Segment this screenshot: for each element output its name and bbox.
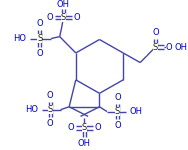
Text: S: S bbox=[82, 123, 87, 132]
Text: O: O bbox=[36, 49, 43, 58]
Text: O: O bbox=[67, 123, 74, 132]
Text: S: S bbox=[48, 105, 53, 114]
Text: O: O bbox=[46, 13, 53, 22]
Text: O: O bbox=[114, 93, 121, 102]
Text: OH: OH bbox=[78, 140, 91, 148]
Text: O: O bbox=[36, 19, 43, 28]
Text: O: O bbox=[166, 43, 172, 52]
Text: O: O bbox=[47, 91, 54, 100]
Text: O: O bbox=[114, 121, 121, 130]
Text: HO: HO bbox=[25, 105, 38, 114]
Text: O: O bbox=[95, 123, 101, 132]
Text: S: S bbox=[153, 43, 158, 52]
Text: O: O bbox=[47, 119, 54, 128]
Text: HO: HO bbox=[14, 34, 27, 43]
Text: OH: OH bbox=[174, 43, 187, 52]
Text: O: O bbox=[74, 13, 80, 22]
Text: S: S bbox=[115, 107, 120, 116]
Text: S: S bbox=[37, 34, 42, 43]
Text: O: O bbox=[152, 28, 159, 37]
Text: S: S bbox=[61, 13, 66, 22]
Text: OH: OH bbox=[130, 107, 143, 116]
Text: OH: OH bbox=[57, 0, 70, 9]
